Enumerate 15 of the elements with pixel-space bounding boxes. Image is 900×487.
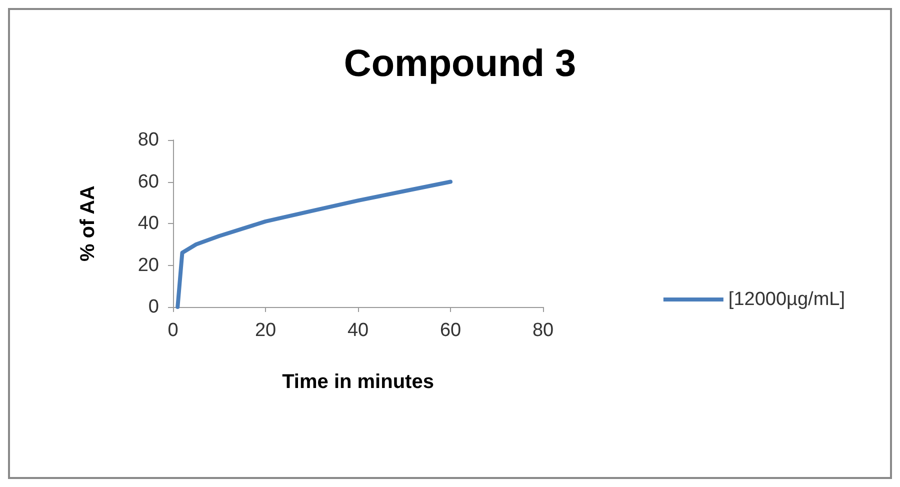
x-tick-label: 80 <box>532 320 554 341</box>
y-tick-label: 0 <box>148 296 159 318</box>
x-tick-label: 40 <box>347 320 369 341</box>
x-tick-label: 20 <box>254 320 276 341</box>
y-tick-label: 40 <box>138 213 159 234</box>
y-tick-label: 60 <box>138 171 159 192</box>
x-tick-label: 0 <box>168 320 178 341</box>
x-tick-label: 60 <box>440 320 462 341</box>
line-series <box>176 180 452 309</box>
y-tick-label: 20 <box>138 254 159 276</box>
legend-label: [12000µg/mL] <box>728 289 846 310</box>
chart-title: Compound 3 <box>344 43 576 85</box>
y-tick-label: 80 <box>138 130 159 150</box>
y-axis-title: % of AA <box>77 186 99 262</box>
x-axis-title: Time in minutes <box>282 371 434 393</box>
